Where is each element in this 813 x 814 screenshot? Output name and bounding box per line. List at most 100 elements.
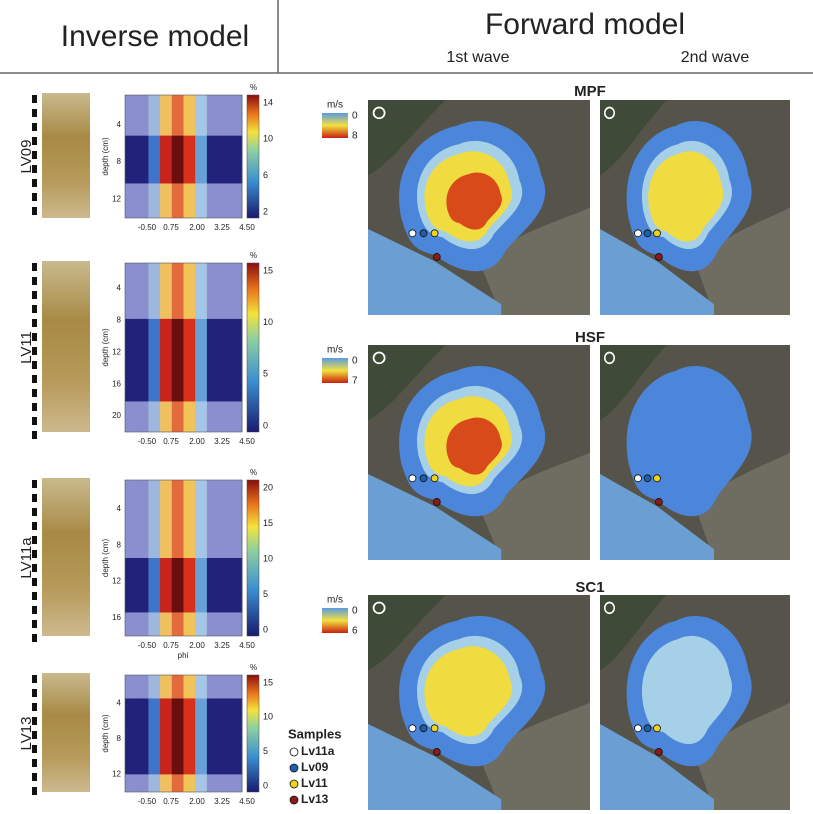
heat-cell (148, 318, 161, 402)
y-tick-label: 4 (117, 284, 122, 293)
sample-dot (653, 724, 661, 733)
heat-cell (218, 183, 231, 218)
heat-cell (230, 774, 243, 792)
speed-scale (322, 358, 348, 383)
heat-cell (148, 480, 161, 558)
scale-tick-label: 8 (352, 131, 358, 142)
heat-cell (125, 480, 138, 558)
legend-label: Lv11 (301, 776, 328, 790)
heat-cell (160, 135, 173, 184)
heat-cell (195, 95, 208, 136)
heat-cell (160, 698, 173, 775)
heat-cell (218, 263, 231, 319)
heat-cell (218, 318, 231, 402)
colorbar (246, 94, 260, 219)
heat-cell (171, 183, 184, 218)
scale-dash (32, 578, 37, 586)
heat-cell (183, 263, 196, 319)
panel-label: LV09 (18, 140, 35, 174)
scale-tick-label: 7 (352, 376, 358, 387)
north-arrow (372, 351, 386, 365)
sample-dot (408, 724, 417, 733)
heat-cell (218, 774, 231, 792)
heat-cell (125, 183, 138, 218)
heat-cell (206, 675, 220, 699)
sample-dot (430, 474, 439, 483)
heat-cell (148, 698, 161, 775)
x-tick-label: 2.00 (189, 437, 205, 446)
sample-dot (653, 474, 661, 483)
heat-cell (183, 774, 196, 792)
y-tick-label: 8 (117, 540, 122, 549)
sample-dot (655, 748, 663, 756)
heat-cell (136, 263, 149, 319)
y-tick-label: 12 (112, 577, 121, 586)
map (600, 595, 790, 810)
heat-cell (183, 318, 196, 402)
colorbar-tick-label: 0 (263, 624, 268, 634)
y-tick-label: 20 (112, 411, 121, 420)
inverse-title: Inverse model (61, 20, 249, 53)
heat-cell (160, 318, 173, 402)
heat-cell (206, 698, 220, 775)
speed-scale (322, 608, 348, 633)
speed-scale (322, 113, 348, 138)
heat-cell (148, 135, 161, 184)
heat-cell (148, 95, 161, 136)
heat-cell (136, 558, 149, 613)
scale-dash (32, 389, 37, 397)
heatmap-frame (124, 479, 243, 637)
terrain (695, 207, 790, 315)
scale-dash (32, 417, 37, 425)
colorbar-tick-label: 20 (263, 482, 273, 492)
scale-tick-label: 0 (352, 606, 358, 617)
colorbar-unit: % (250, 468, 257, 477)
heat-cell (171, 774, 184, 792)
flow-fastest (446, 417, 502, 475)
heatmap-frame (124, 262, 243, 433)
sample-dot (655, 253, 663, 261)
y-tick-label: 8 (117, 734, 122, 743)
north-arrow (372, 601, 386, 615)
sample-dot (408, 474, 417, 483)
heat-cell (125, 612, 138, 636)
y-tick-label: 12 (112, 769, 121, 778)
y-axis-label: depth (cm) (101, 328, 110, 367)
colorbar-tick-label: 5 (263, 369, 268, 379)
heat-cell (160, 183, 173, 218)
heat-cell (230, 95, 243, 136)
scale-dash (32, 480, 37, 488)
legend-label: Lv13 (301, 792, 329, 806)
sample-dot (419, 724, 428, 733)
legend-swatch (289, 795, 299, 805)
heat-cell (218, 612, 231, 636)
heat-cell (136, 95, 149, 136)
scale-dash (32, 361, 37, 369)
heat-cell (218, 480, 231, 558)
x-tick-label: 0.75 (163, 437, 179, 446)
x-tick-label: -0.50 (138, 797, 157, 806)
north-arrow (603, 106, 616, 120)
scale-tick-label: 0 (352, 111, 358, 122)
colorbar-tick-label: 10 (263, 712, 273, 722)
scale-dash (32, 165, 37, 173)
sample-dot (432, 748, 441, 756)
map-row-title: HSF (575, 329, 605, 346)
heat-cell (230, 135, 243, 184)
scale-dash (32, 634, 37, 642)
colorbar-tick-label: 15 (263, 677, 273, 687)
y-tick-label: 4 (117, 120, 122, 129)
sample-dot (643, 724, 652, 733)
heat-cell (195, 480, 208, 558)
map-row-title: MPF (574, 83, 606, 100)
sample-dot (655, 498, 663, 506)
terrain (600, 100, 667, 176)
scale-dash (32, 759, 37, 767)
scale-dash (32, 207, 37, 215)
heat-cell (148, 263, 161, 319)
map-row-title: SC1 (575, 579, 604, 596)
core-photo (42, 261, 90, 432)
heat-cell (218, 698, 231, 775)
scale-dash (32, 263, 37, 271)
heat-cell (206, 480, 220, 558)
